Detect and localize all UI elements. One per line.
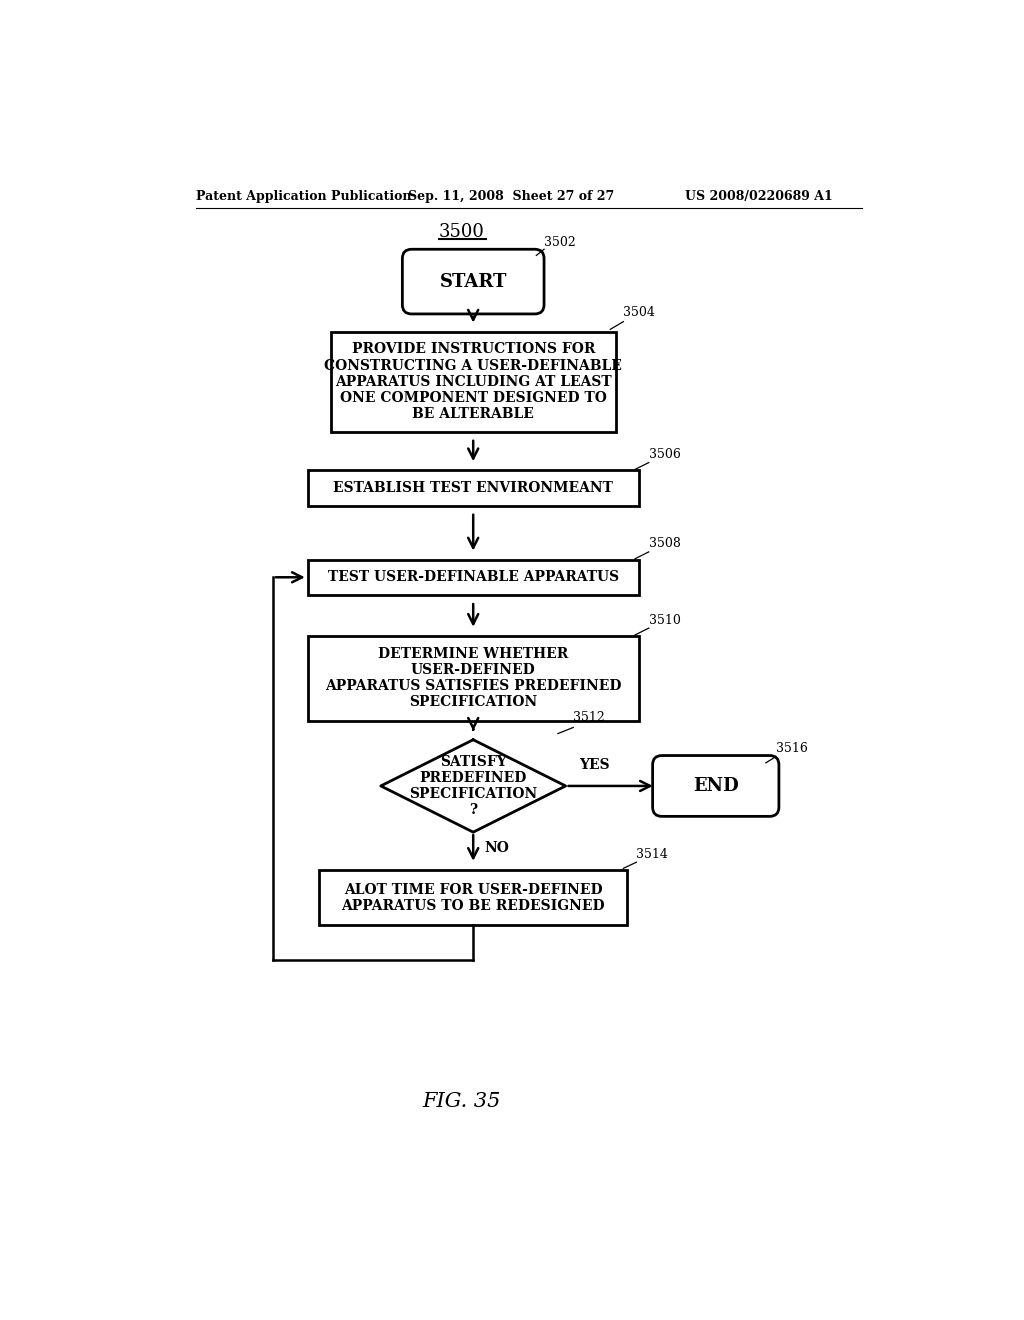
Bar [319, 870, 628, 925]
Text: YES: YES [580, 758, 610, 772]
Text: 3510: 3510 [649, 614, 681, 627]
Polygon shape [381, 739, 565, 832]
Text: 3514: 3514 [637, 847, 669, 861]
Text: TEST USER-DEFINABLE APPARATUS: TEST USER-DEFINABLE APPARATUS [328, 570, 618, 585]
Text: 3500: 3500 [438, 223, 484, 240]
Text: ESTABLISH TEST ENVIRONMEANT: ESTABLISH TEST ENVIRONMEANT [333, 480, 613, 495]
FancyBboxPatch shape [652, 755, 779, 816]
Text: 3504: 3504 [624, 305, 655, 318]
Text: DETERMINE WHETHER
USER-DEFINED
APPARATUS SATISFIES PREDEFINED
SPECIFICATION: DETERMINE WHETHER USER-DEFINED APPARATUS… [325, 647, 622, 709]
Text: 3502: 3502 [544, 236, 575, 249]
Text: PROVIDE INSTRUCTIONS FOR
CONSTRUCTING A USER-DEFINABLE
APPARATUS INCLUDING AT LE: PROVIDE INSTRUCTIONS FOR CONSTRUCTING A … [325, 342, 623, 421]
Bar [307, 560, 639, 595]
Bar [331, 331, 615, 432]
Text: ALOT TIME FOR USER-DEFINED
APPARATUS TO BE REDESIGNED: ALOT TIME FOR USER-DEFINED APPARATUS TO … [341, 883, 605, 912]
Text: 3512: 3512 [573, 711, 605, 725]
Text: START: START [439, 273, 507, 290]
Bar [307, 470, 639, 506]
Bar [307, 636, 639, 721]
Text: NO: NO [484, 841, 509, 855]
FancyBboxPatch shape [402, 249, 544, 314]
Text: US 2008/0220689 A1: US 2008/0220689 A1 [685, 190, 833, 203]
Text: Patent Application Publication: Patent Application Publication [196, 190, 412, 203]
Text: 3506: 3506 [649, 447, 681, 461]
Text: FIG. 35: FIG. 35 [423, 1092, 501, 1111]
Text: Sep. 11, 2008  Sheet 27 of 27: Sep. 11, 2008 Sheet 27 of 27 [408, 190, 614, 203]
Text: 3516: 3516 [776, 742, 808, 755]
Text: 3508: 3508 [649, 537, 681, 550]
Text: END: END [693, 777, 738, 795]
Text: SATISFY
PREDEFINED
SPECIFICATION
?: SATISFY PREDEFINED SPECIFICATION ? [409, 755, 538, 817]
